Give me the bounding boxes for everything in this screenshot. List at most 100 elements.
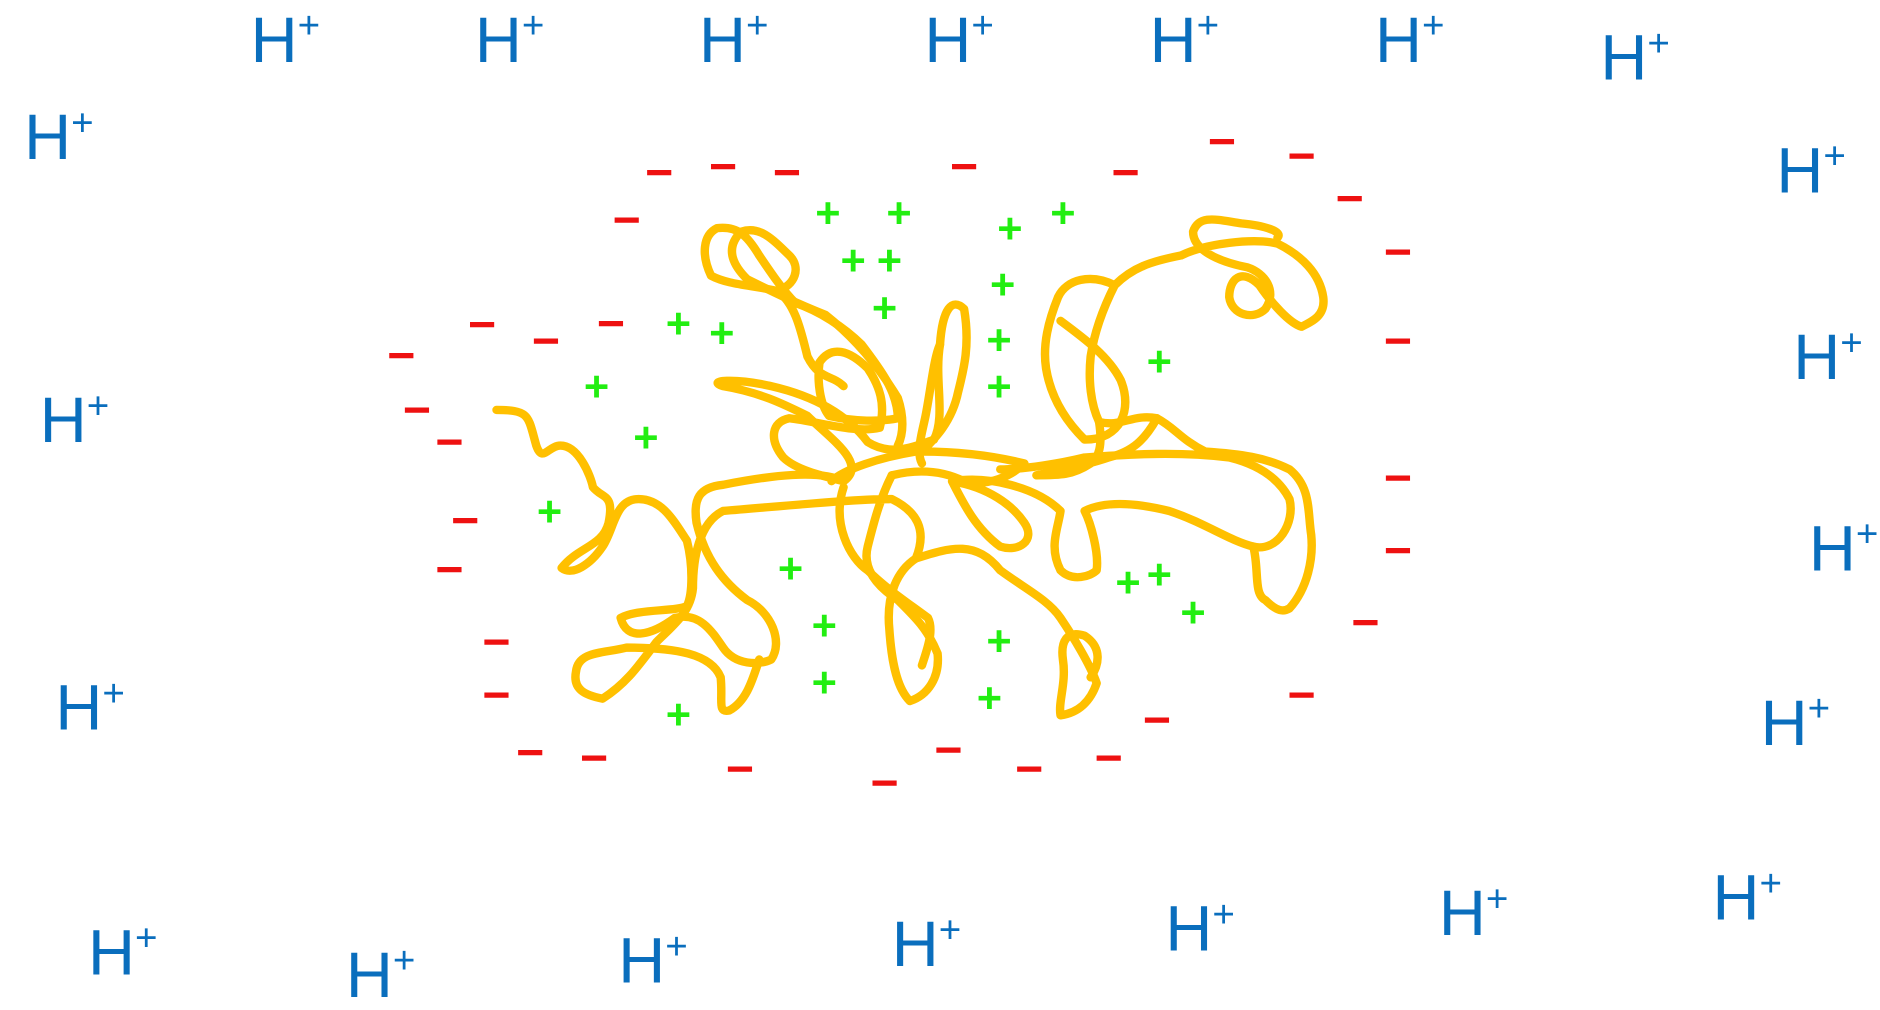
negative-charge: − (403, 384, 431, 437)
positive-charge: + (1180, 589, 1205, 637)
negative-charge: − (516, 727, 544, 780)
negative-charge: − (1287, 670, 1315, 723)
positive-charge: + (886, 190, 911, 238)
ion-charge: + (1486, 878, 1509, 921)
ion-charge: + (939, 909, 962, 952)
negative-charge: − (1143, 694, 1171, 747)
ion-symbol: H (475, 4, 522, 75)
positive-charge: + (666, 300, 691, 348)
page: H+H+H+H+H+H+H+H+H+H+H+H+H+H+H+H+H+H+H+H+… (0, 0, 1880, 1010)
positive-charge: + (986, 618, 1011, 666)
ion-charge: + (1422, 4, 1445, 47)
positive-charge: + (977, 675, 1002, 723)
negative-charge: − (482, 670, 510, 723)
negative-charge: − (934, 724, 962, 777)
hydrogen-ion: H+ (40, 384, 110, 455)
hydrogen-ion: H+ (699, 4, 769, 75)
ion-symbol: H (24, 102, 71, 173)
ion-symbol: H (924, 4, 971, 75)
negative-charge: − (1287, 130, 1315, 183)
hydrogen-ion: H+ (924, 4, 994, 75)
hydrogen-ion: H+ (1776, 135, 1846, 206)
positive-charge: + (1050, 190, 1075, 238)
ion-symbol: H (1776, 135, 1823, 206)
positive-charge: + (812, 659, 837, 707)
positive-charge: + (1115, 559, 1140, 607)
hydrogen-ion: H+ (251, 4, 321, 75)
hydrogen-ion: H+ (1761, 687, 1831, 758)
positive-charge: + (990, 261, 1015, 309)
negative-charge: − (387, 330, 415, 383)
ion-symbol: H (40, 384, 87, 455)
ion-charge: + (1808, 687, 1831, 730)
negative-charge: − (1015, 743, 1043, 796)
positive-charge: + (812, 602, 837, 650)
negative-charge: − (1095, 733, 1123, 786)
hydrogen-ion: H+ (1375, 4, 1445, 75)
ion-symbol: H (1375, 4, 1422, 75)
ion-charge: + (1647, 22, 1670, 65)
negative-charge: − (482, 616, 510, 669)
ion-charge: + (746, 4, 769, 47)
ion-charge: + (1840, 322, 1863, 365)
hydrogen-ion: H+ (618, 925, 688, 996)
ion-symbol: H (88, 917, 135, 988)
ion-charge: + (1823, 135, 1846, 178)
negative-charge: − (580, 733, 608, 786)
ion-symbol: H (1600, 22, 1647, 93)
positive-charge: + (1147, 551, 1172, 599)
negative-charge: − (597, 298, 625, 351)
protein-backbone (497, 220, 1324, 716)
negative-charge: − (1336, 173, 1364, 226)
negative-charge: − (1351, 597, 1379, 650)
negative-charge: − (726, 743, 754, 796)
ion-symbol: H (1712, 862, 1759, 933)
negative-charge: − (435, 544, 463, 597)
hydrogen-ion: H+ (24, 102, 94, 173)
positive-charge: + (778, 545, 803, 593)
negative-charge: − (468, 299, 496, 352)
hydrogen-ion: H+ (1712, 862, 1782, 933)
ion-symbol: H (699, 4, 746, 75)
ion-charge: + (298, 4, 321, 47)
ion-symbol: H (1439, 878, 1486, 949)
negative-charge: − (1384, 525, 1412, 578)
ion-charge: + (1759, 862, 1782, 905)
ion-charge: + (1212, 893, 1235, 936)
ion-symbol: H (346, 939, 393, 1010)
positive-charge: + (986, 363, 1011, 411)
hydrogen-ion: H+ (475, 4, 545, 75)
negative-charge: − (645, 147, 673, 200)
negative-charge: − (613, 194, 641, 247)
negative-charge: − (435, 416, 463, 469)
positive-charge: + (1147, 338, 1172, 386)
positive-charge: + (877, 237, 902, 285)
ion-charge: + (1856, 513, 1879, 556)
positive-charge: + (872, 285, 897, 333)
negative-charge: − (451, 495, 479, 548)
ion-symbol: H (1793, 321, 1840, 392)
positive-charge: + (997, 205, 1022, 253)
ion-charge: + (393, 939, 416, 982)
positive-charge: + (633, 414, 658, 462)
hydrogen-ion: H+ (1165, 893, 1235, 964)
negative-charge: − (709, 141, 737, 194)
hydrogen-ion: H+ (1600, 22, 1670, 93)
negative-charge: − (773, 147, 801, 200)
ion-symbol: H (618, 925, 665, 996)
ion-charge: + (971, 4, 994, 47)
positive-charge: + (815, 190, 840, 238)
negative-charge: − (870, 757, 898, 810)
positive-charge: + (841, 237, 866, 285)
negative-charge: − (1384, 226, 1412, 279)
ion-symbol: H (1150, 4, 1197, 75)
negative-charge: − (532, 315, 560, 368)
ion-charge: + (1197, 4, 1220, 47)
hydrogen-ion: H+ (346, 939, 416, 1010)
hydrogen-ion: H+ (1793, 321, 1863, 392)
ion-symbol: H (1165, 893, 1212, 964)
positive-charge: + (537, 488, 562, 536)
positive-charge: + (709, 310, 734, 358)
positive-charge: + (584, 363, 609, 411)
negative-charge: − (1208, 116, 1236, 169)
